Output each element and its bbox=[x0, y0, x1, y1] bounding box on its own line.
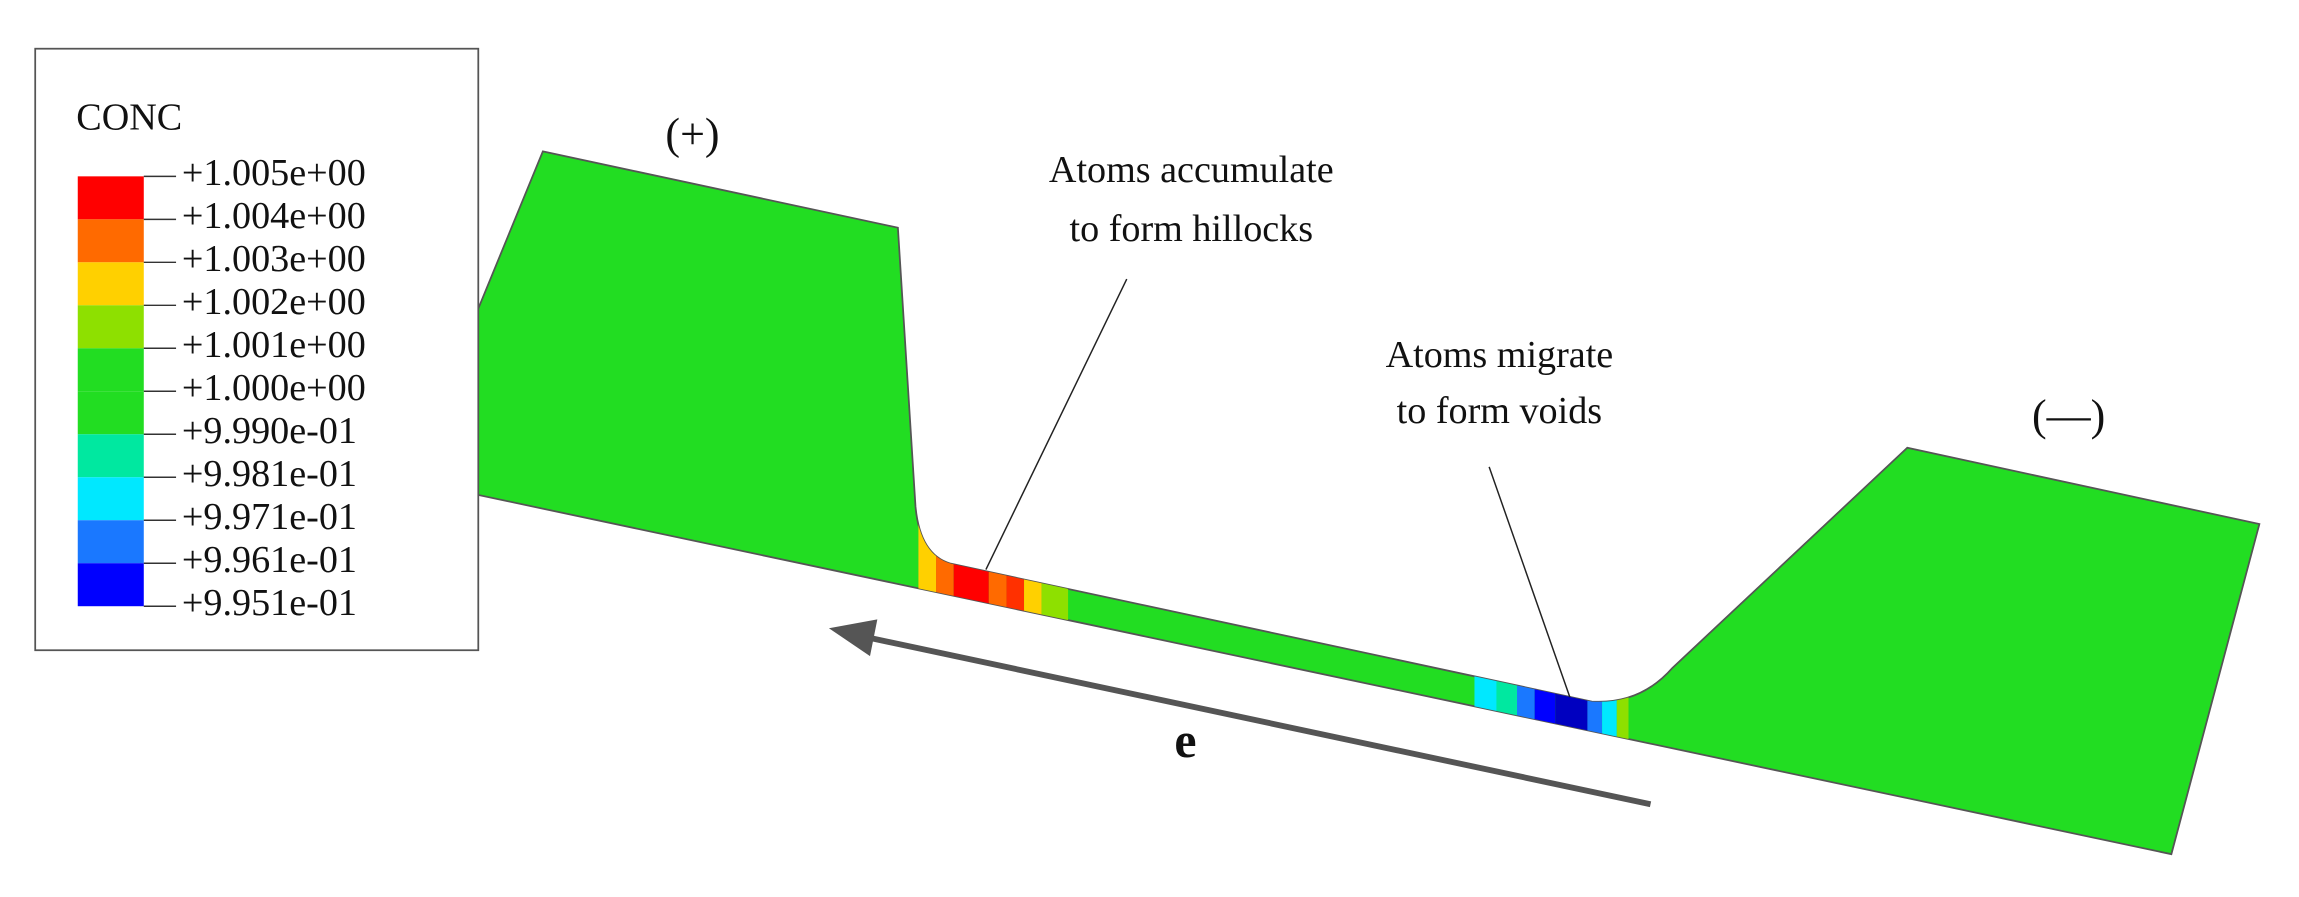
leader-line bbox=[985, 278, 1128, 570]
legend-label: +1.003e+00 bbox=[182, 238, 366, 280]
interconnect bbox=[406, 150, 2261, 856]
band bbox=[1602, 587, 1617, 855]
annotation: to form hillocks bbox=[1070, 208, 1314, 250]
anode-label: (+) bbox=[665, 109, 719, 158]
legend-swatch bbox=[77, 520, 144, 564]
annotation: Atoms migrate bbox=[1386, 334, 1614, 376]
legend-label: +9.990e-01 bbox=[182, 410, 357, 452]
legend-swatch bbox=[77, 262, 144, 306]
leader-line bbox=[1488, 466, 1571, 698]
band bbox=[1534, 587, 1556, 855]
legend-label: +1.004e+00 bbox=[182, 195, 366, 237]
legend-swatch bbox=[77, 563, 144, 607]
band bbox=[1496, 587, 1518, 855]
legend-swatch bbox=[77, 348, 144, 392]
band bbox=[1474, 587, 1497, 855]
band bbox=[1517, 587, 1535, 855]
band bbox=[936, 440, 954, 734]
legend-title: CONC bbox=[76, 96, 182, 138]
band bbox=[1555, 587, 1588, 855]
band bbox=[988, 440, 1007, 734]
legend-swatch bbox=[77, 477, 144, 521]
legend-swatch bbox=[77, 219, 144, 263]
electron-flow-arrow bbox=[864, 634, 1652, 808]
legend-label: +9.981e-01 bbox=[182, 453, 357, 495]
legend-label: +9.951e-01 bbox=[182, 582, 357, 624]
band bbox=[918, 440, 937, 734]
legend-swatch bbox=[77, 305, 144, 349]
legend: CONC +1.005e+00+1.004e+00+1.003e+00+1.00… bbox=[34, 47, 480, 652]
legend-label: +1.005e+00 bbox=[182, 152, 366, 194]
annotation: Atoms accumulate bbox=[1049, 149, 1334, 191]
band bbox=[1616, 587, 1629, 855]
legend-label: +1.002e+00 bbox=[182, 281, 366, 323]
band bbox=[1006, 440, 1025, 734]
legend-label: +1.000e+00 bbox=[182, 367, 366, 409]
arrow-head bbox=[828, 619, 878, 657]
cathode-label: (—) bbox=[2032, 391, 2105, 440]
annotation: to form voids bbox=[1397, 390, 1602, 432]
legend-label: +9.961e-01 bbox=[182, 539, 357, 581]
legend-label: +1.001e+00 bbox=[182, 324, 366, 366]
band bbox=[953, 440, 989, 734]
legend-swatch bbox=[77, 434, 144, 478]
legend-swatch bbox=[77, 176, 144, 220]
legend-label: +9.971e-01 bbox=[182, 496, 357, 538]
band bbox=[1041, 440, 1069, 734]
band bbox=[1587, 587, 1603, 855]
legend-swatch bbox=[77, 391, 144, 435]
electron-label: e bbox=[1174, 713, 1196, 768]
